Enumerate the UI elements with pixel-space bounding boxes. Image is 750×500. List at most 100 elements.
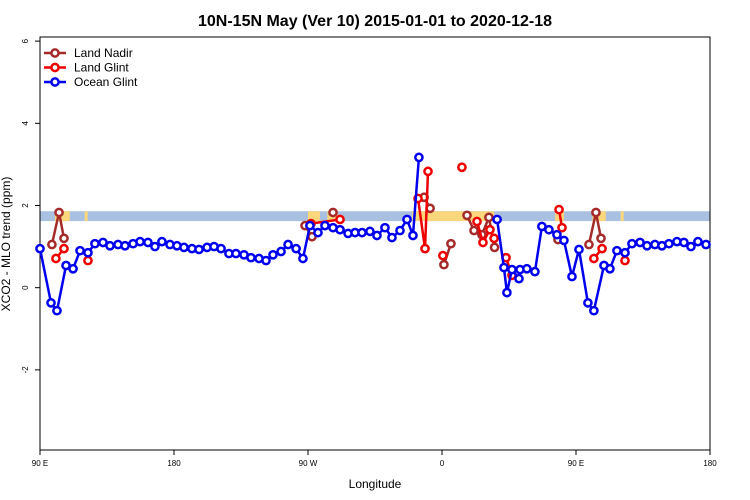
data-point [514,273,524,284]
data-point [283,239,293,250]
data-point [439,259,449,270]
data-point [664,238,674,249]
data-point [246,252,256,263]
data-point [589,253,599,264]
data-point [291,243,301,254]
legend-label: Land Nadir [74,46,133,60]
data-point [135,236,145,247]
data-point [438,250,448,261]
data-point [478,237,488,248]
data-point [83,247,93,258]
data-point [380,222,390,233]
data-point [457,162,467,173]
data-point [150,241,160,252]
data-point [489,233,499,244]
band-highlight [308,211,320,222]
data-point [499,262,509,273]
data-point [502,287,512,298]
x-tick-label: 90 E [32,459,48,468]
x-axis-label: Longitude [349,477,402,491]
legend-label: Ocean Glint [74,75,138,89]
data-point [591,207,601,218]
data-point [544,224,554,235]
data-point [313,227,323,238]
x-tick-label: 0 [440,459,445,468]
data-point [75,245,85,256]
data-point [446,238,456,249]
data-point [679,237,689,248]
data-point [507,264,517,275]
data-point [686,241,696,252]
data-point [298,253,308,264]
series-line [50,196,603,266]
data-point [47,239,57,250]
data-point [179,242,189,253]
legend-label: Land Glint [74,61,129,75]
data-point [597,243,607,254]
data-point [620,255,630,266]
x-tick-label: 180 [703,459,717,468]
data-point [261,255,271,266]
data-point [143,237,153,248]
data-point [83,255,93,266]
data-point [372,230,382,241]
data-point [701,239,711,250]
data-point [423,166,433,177]
data-point [693,236,703,247]
y-tick-label: 0 [21,285,30,290]
data-point [268,249,278,260]
data-point [642,240,652,251]
band-highlight [412,211,495,222]
data-point [335,214,345,225]
band-highlight [84,211,88,222]
data-point [530,266,540,277]
data-point [469,225,479,236]
data-point [59,243,69,254]
data-point [35,243,45,254]
data-point [420,243,430,254]
data-point [90,238,100,249]
data-point [120,240,130,251]
data-point [105,240,115,251]
data-point [414,152,424,163]
data-point [305,220,315,231]
y-tick-label: -2 [21,366,30,374]
x-tick-label: 180 [167,459,181,468]
data-point [402,214,412,225]
band-highlight [620,211,624,222]
data-point [485,224,495,235]
data-point [574,244,584,255]
x-tick-label: 90 E [568,459,584,468]
data-point [59,233,69,244]
data-point [522,263,532,274]
data-point [335,224,345,235]
data-point [387,232,397,243]
data-point [484,212,494,223]
data-point [408,230,418,241]
data-point [620,247,630,258]
data-point [157,236,167,247]
data-point [328,207,338,218]
data-point [54,207,64,218]
data-point [583,298,593,308]
y-axis-label: XCO2 - MLO trend (ppm) [0,177,13,312]
y-tick-label: 6 [21,38,30,43]
data-point [357,227,367,238]
data-point [596,233,606,244]
data-point [320,220,330,231]
data-point [216,243,226,254]
legend-marker [50,77,60,87]
data-point [462,210,472,221]
x-tick-label: 90 W [299,459,318,468]
data-point [395,225,405,236]
data-point [231,248,241,259]
data-point [557,222,567,233]
data-point [552,229,562,240]
legend-marker [50,48,60,58]
data-point [627,238,637,249]
y-tick-label: 2 [21,203,30,208]
data-point [46,298,56,308]
data-point [589,305,599,316]
data-point [365,226,375,237]
